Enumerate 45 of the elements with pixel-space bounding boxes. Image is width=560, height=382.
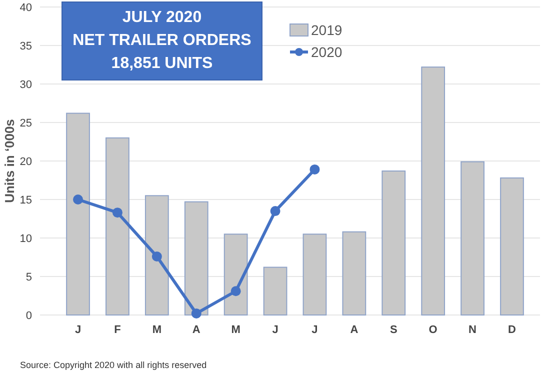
bar (144, 195, 169, 316)
y-tick-label: 40 (20, 2, 32, 14)
point (73, 194, 84, 204)
y-axis-title: Units in ‘000s (2, 119, 17, 203)
bar (263, 266, 288, 316)
point (191, 308, 202, 318)
bar (342, 231, 366, 316)
point (230, 286, 241, 296)
bar (66, 112, 90, 316)
point (112, 208, 122, 218)
x-tick-label: S (390, 324, 398, 336)
text: JULY 2020 NET TRAILER ORDERS 18,851 UNITS (72, 9, 252, 72)
y-tick-label: 25 (20, 117, 32, 130)
legend-label: 2020 (311, 44, 342, 60)
bar (500, 177, 524, 316)
x-tick-label: A (350, 324, 358, 336)
x-tick-label: N (468, 324, 477, 336)
bar (106, 137, 130, 316)
y-tick-label: 10 (20, 232, 32, 245)
bar (224, 234, 248, 316)
x-tick-label: A (192, 324, 200, 336)
source-note: Source: Copyright 2020 with all rights reserved (20, 360, 207, 370)
bar (421, 66, 446, 316)
y-tick-label: 15 (20, 194, 32, 206)
x-tick-label: J (312, 324, 318, 336)
bar (460, 161, 484, 316)
y-tick-label: 35 (20, 40, 32, 52)
bar (184, 201, 208, 316)
point (152, 251, 162, 262)
y-tick-label: 0 (26, 310, 32, 322)
x-tick-label: J (272, 324, 278, 336)
x-tick-label: M (152, 324, 162, 336)
bar (382, 170, 406, 316)
point (310, 164, 320, 174)
x-tick-label: M (231, 324, 240, 336)
y-tick-label: 5 (26, 271, 32, 284)
x-tick-label: J (74, 324, 82, 336)
x-tick-label: D (508, 324, 516, 336)
x-tick-label: O (428, 324, 438, 336)
y-tick-label: 30 (20, 78, 32, 91)
bar (302, 234, 327, 316)
point (270, 206, 280, 216)
y-tick-label: 20 (20, 156, 32, 168)
x-tick-label: F (114, 324, 122, 336)
legend-label: 2019 (311, 22, 342, 38)
